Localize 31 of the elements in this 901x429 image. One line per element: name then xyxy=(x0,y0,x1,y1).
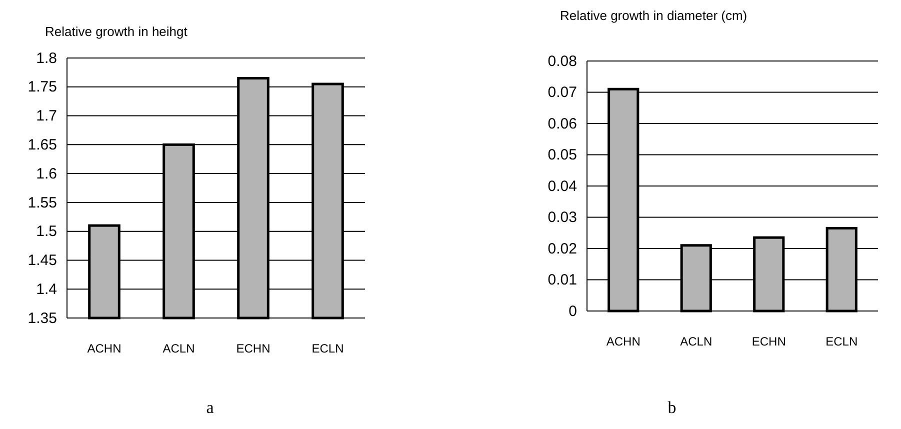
y-tick-label: 0.07 xyxy=(548,84,577,102)
y-tick-label: 1.75 xyxy=(28,78,57,96)
x-tick-label: ECHN xyxy=(752,334,786,349)
y-tick-label: 0.08 xyxy=(548,52,577,70)
y-tick-label: 0 xyxy=(568,302,577,320)
chart-title: Relative growth in diameter (cm) xyxy=(560,8,748,23)
y-tick-label: 0.05 xyxy=(548,146,577,164)
x-tick-label: ACHN xyxy=(87,342,122,356)
text: b xyxy=(668,398,676,417)
y-tick-label: 1.55 xyxy=(28,194,57,212)
y-tick-label: 1.5 xyxy=(36,223,57,240)
y-tick-label: 1.7 xyxy=(36,108,57,125)
y-tick-label: 1.65 xyxy=(28,136,57,154)
chart-title: Relative growth in heihgt xyxy=(45,24,188,39)
y-tick-label: 1.35 xyxy=(28,310,57,327)
x-tick-label: ECHN xyxy=(236,342,270,356)
y-tick-label: 0.02 xyxy=(548,240,577,258)
text: a xyxy=(206,398,214,417)
y-tick-label: 1.45 xyxy=(28,252,57,270)
y-tick-label: 1.6 xyxy=(36,165,57,182)
y-tick-label: 0.01 xyxy=(548,272,577,289)
y-tick-label: 0.06 xyxy=(548,115,577,132)
x-tick-label: ACLN xyxy=(162,342,195,356)
x-tick-label: ACLN xyxy=(680,334,712,349)
x-tick-label: ECLN xyxy=(826,334,858,349)
x-tick-label: ECLN xyxy=(312,342,344,356)
y-tick-label: 0.04 xyxy=(548,178,577,195)
y-tick-label: 1.4 xyxy=(36,280,57,298)
y-tick-label: 1.8 xyxy=(36,50,57,67)
y-tick-label: 0.03 xyxy=(548,209,577,226)
x-tick-label: ACHN xyxy=(606,334,640,349)
